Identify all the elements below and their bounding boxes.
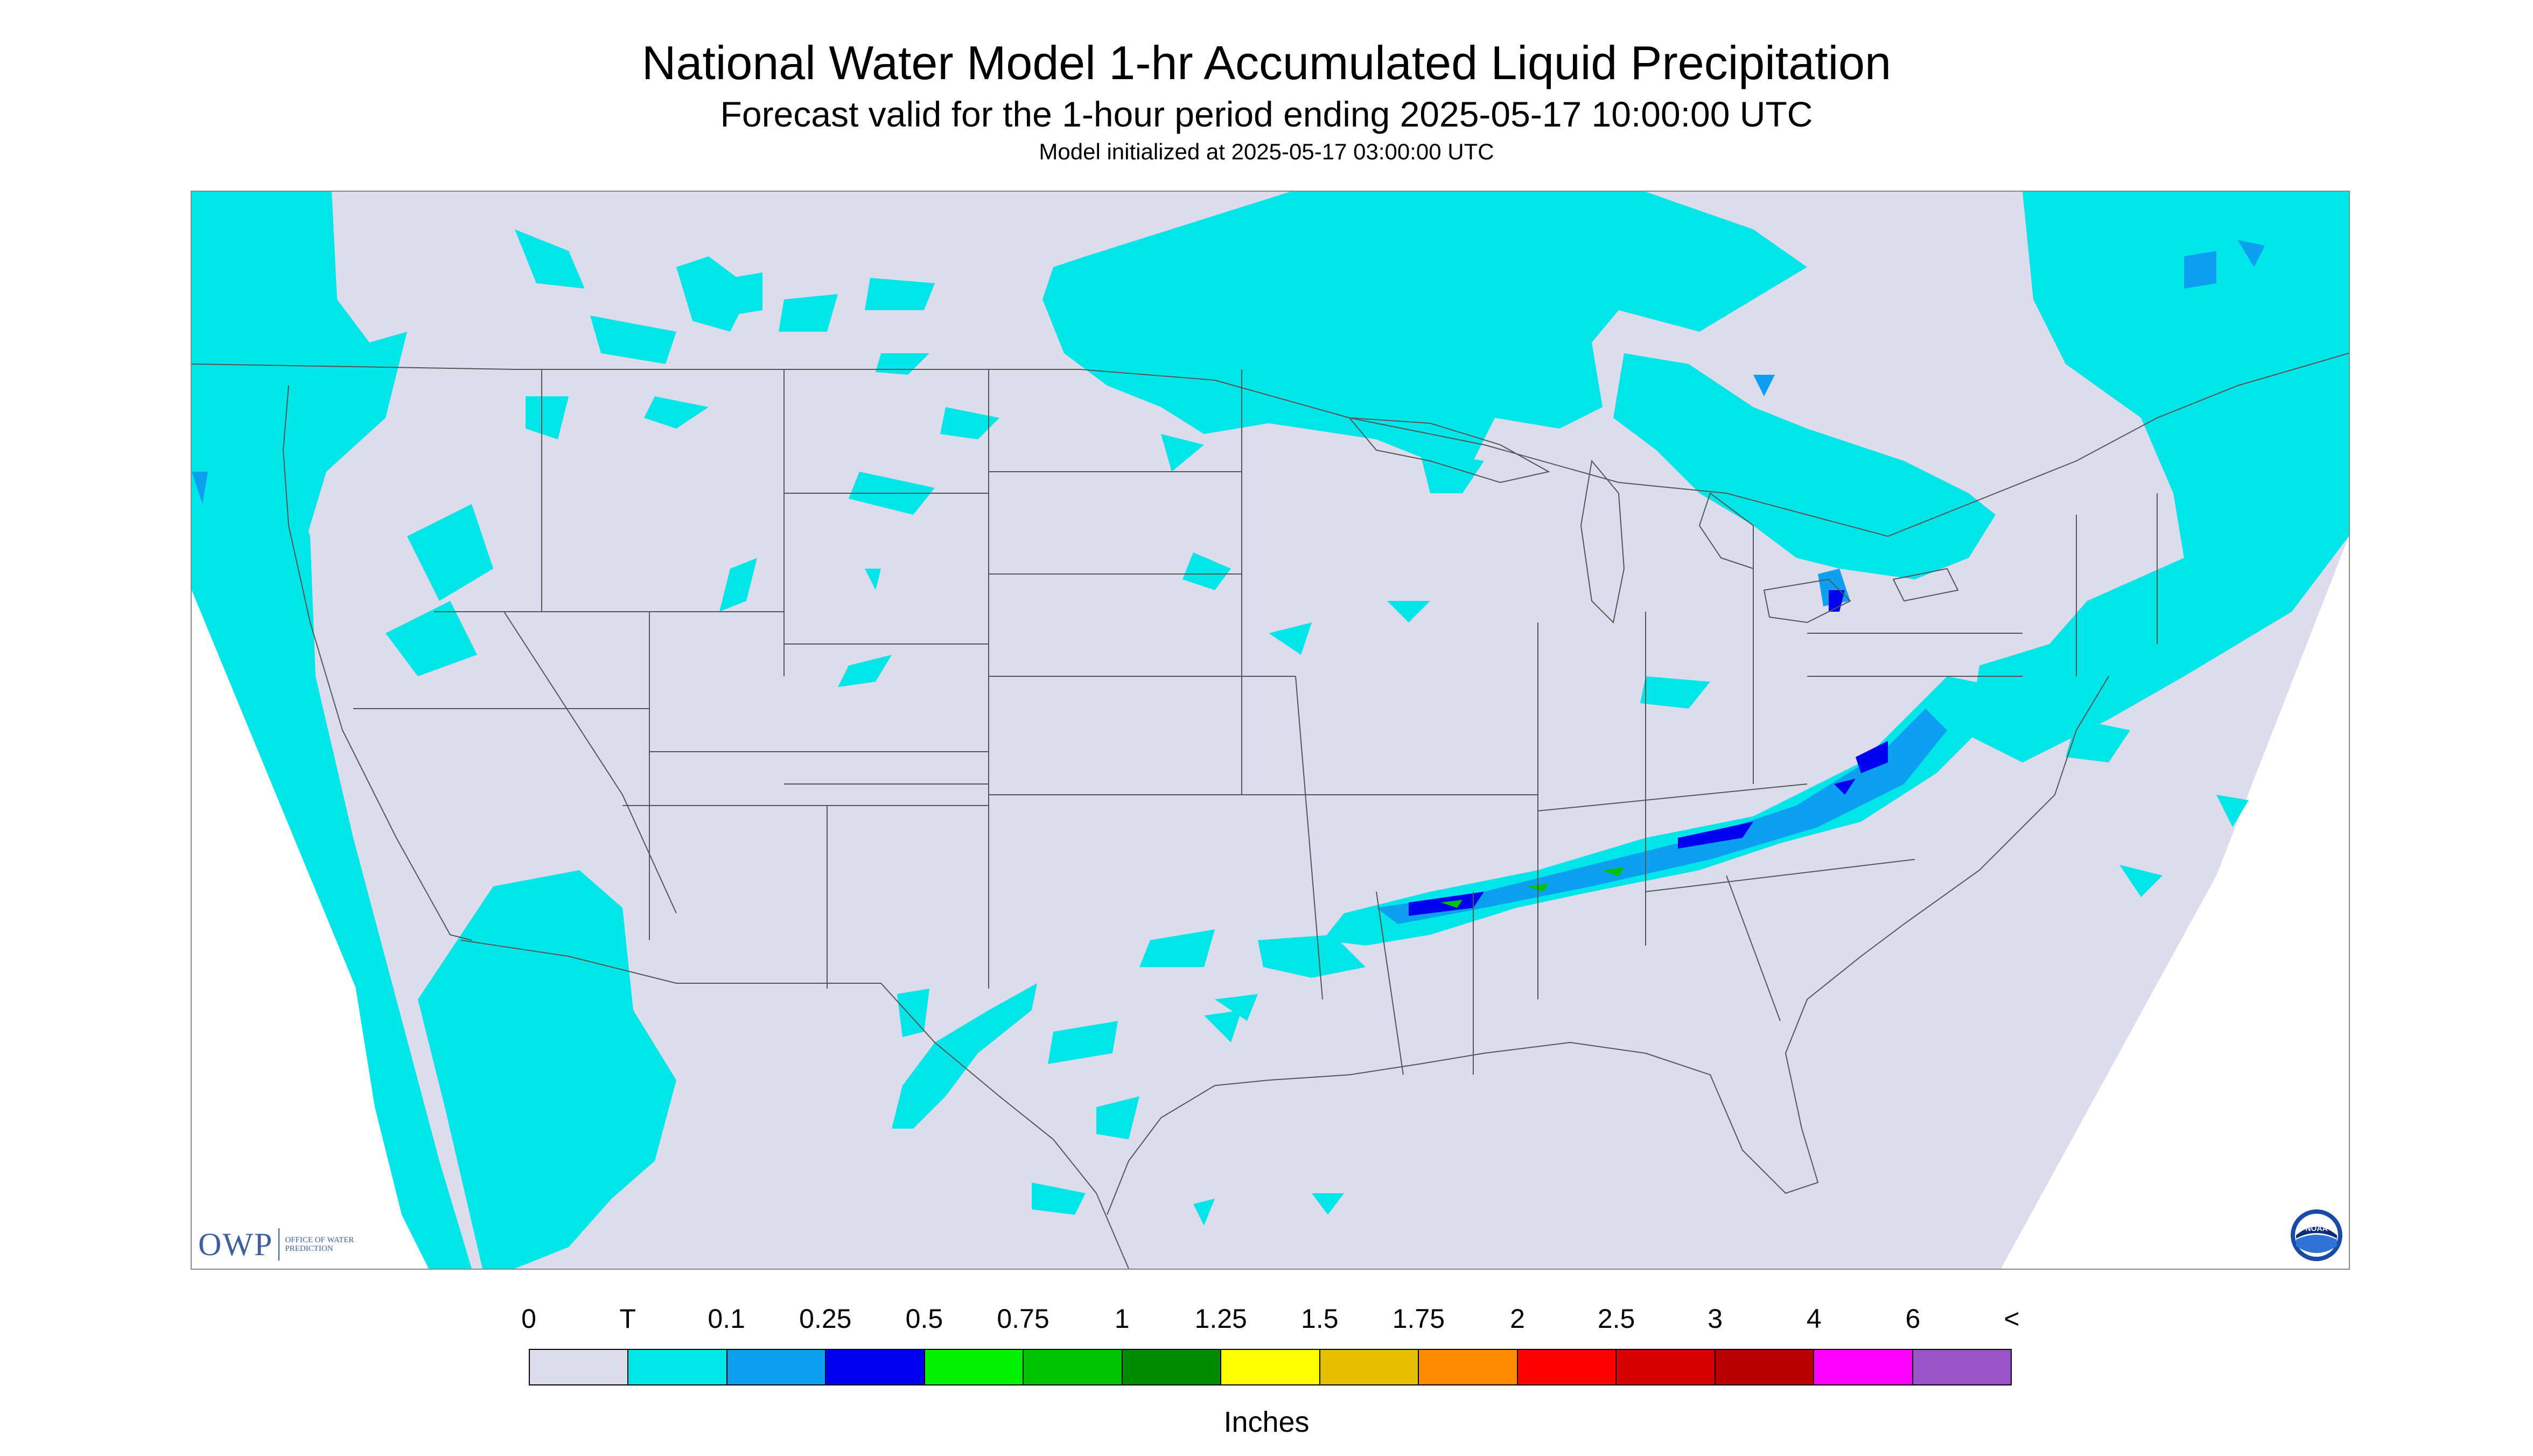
legend-tick-label: 1.25: [1194, 1304, 1247, 1334]
noaa-logo: NOAA: [2291, 1209, 2342, 1261]
owp-logo: OWP OFFICE OF WATER PREDICTION: [198, 1226, 366, 1263]
legend-swatch: [1814, 1350, 1913, 1384]
legend-tick-label: 0.1: [708, 1304, 745, 1334]
legend-color-bar: [529, 1349, 2012, 1385]
legend-swatch: [1517, 1350, 1617, 1384]
legend-tick-label: 6: [1905, 1304, 1921, 1334]
map-canvas: [192, 192, 2349, 1269]
legend-tick-label: 0.5: [905, 1304, 943, 1334]
legend-tick-label: 2: [1510, 1304, 1525, 1334]
map-subtitle: Forecast valid for the 1-hour period end…: [720, 94, 1813, 134]
owp-logo-divider: [278, 1228, 280, 1261]
legend-tick-label: 0: [521, 1304, 536, 1334]
legend-swatch: [530, 1350, 629, 1384]
legend-swatch: [1320, 1350, 1419, 1384]
precip-trace-north-plains: [644, 272, 999, 687]
noaa-logo-text: NOAA: [2305, 1224, 2327, 1233]
legend-swatch: [925, 1350, 1024, 1384]
init-time: Model initialized at 2025-05-17 03:00:00…: [1039, 139, 1494, 164]
precipitation-map: [191, 191, 2350, 1270]
legend-swatch: [727, 1350, 827, 1384]
legend-tick-label: 0.75: [997, 1304, 1049, 1334]
legend-tick-label: <: [2004, 1304, 2020, 1334]
owp-logo-subtext: OFFICE OF WATER PREDICTION: [285, 1236, 354, 1253]
precip-trace-texas: [892, 983, 1344, 1226]
legend-tick-label: 1.5: [1301, 1304, 1339, 1334]
legend-tick-label: 1.75: [1392, 1304, 1445, 1334]
boundaries: [192, 353, 2349, 1269]
legend-tick-label: T: [619, 1304, 636, 1334]
legend-swatch: [826, 1350, 925, 1384]
legend-tick-label: 1: [1114, 1304, 1130, 1334]
legend-swatch: [1913, 1350, 2011, 1384]
legend-swatch: [1221, 1350, 1320, 1384]
precip-trace-north: [1042, 192, 1996, 709]
legend-swatch: [1024, 1350, 1123, 1384]
legend-tick-label: 4: [1806, 1304, 1822, 1334]
map-title: National Water Model 1-hr Accumulated Li…: [641, 36, 1892, 89]
precip-trace-southeast-band: [1048, 676, 2001, 1064]
legend-swatch: [1617, 1350, 1716, 1384]
legend-swatch: [1122, 1350, 1222, 1384]
legend-tick-label: 3: [1708, 1304, 1723, 1334]
legend-swatch: [1715, 1350, 1815, 1384]
legend-tick-label: 2.5: [1597, 1304, 1635, 1334]
owp-logo-text: OWP: [198, 1226, 274, 1262]
legend-tick-label: 0.25: [799, 1304, 852, 1334]
legend-labels: 0 T 0.1 0.25 0.5 0.75 1 1.25 1.5 1.75 2 2.5 3 4 6 <: [0, 1303, 2533, 1335]
precip-trace-northeast: [1969, 192, 2349, 897]
legend-swatch: [1419, 1350, 1518, 1384]
legend-swatch: [628, 1350, 727, 1384]
legend-units: Inches: [1223, 1406, 1310, 1438]
precip-trace-west: [192, 192, 757, 1269]
